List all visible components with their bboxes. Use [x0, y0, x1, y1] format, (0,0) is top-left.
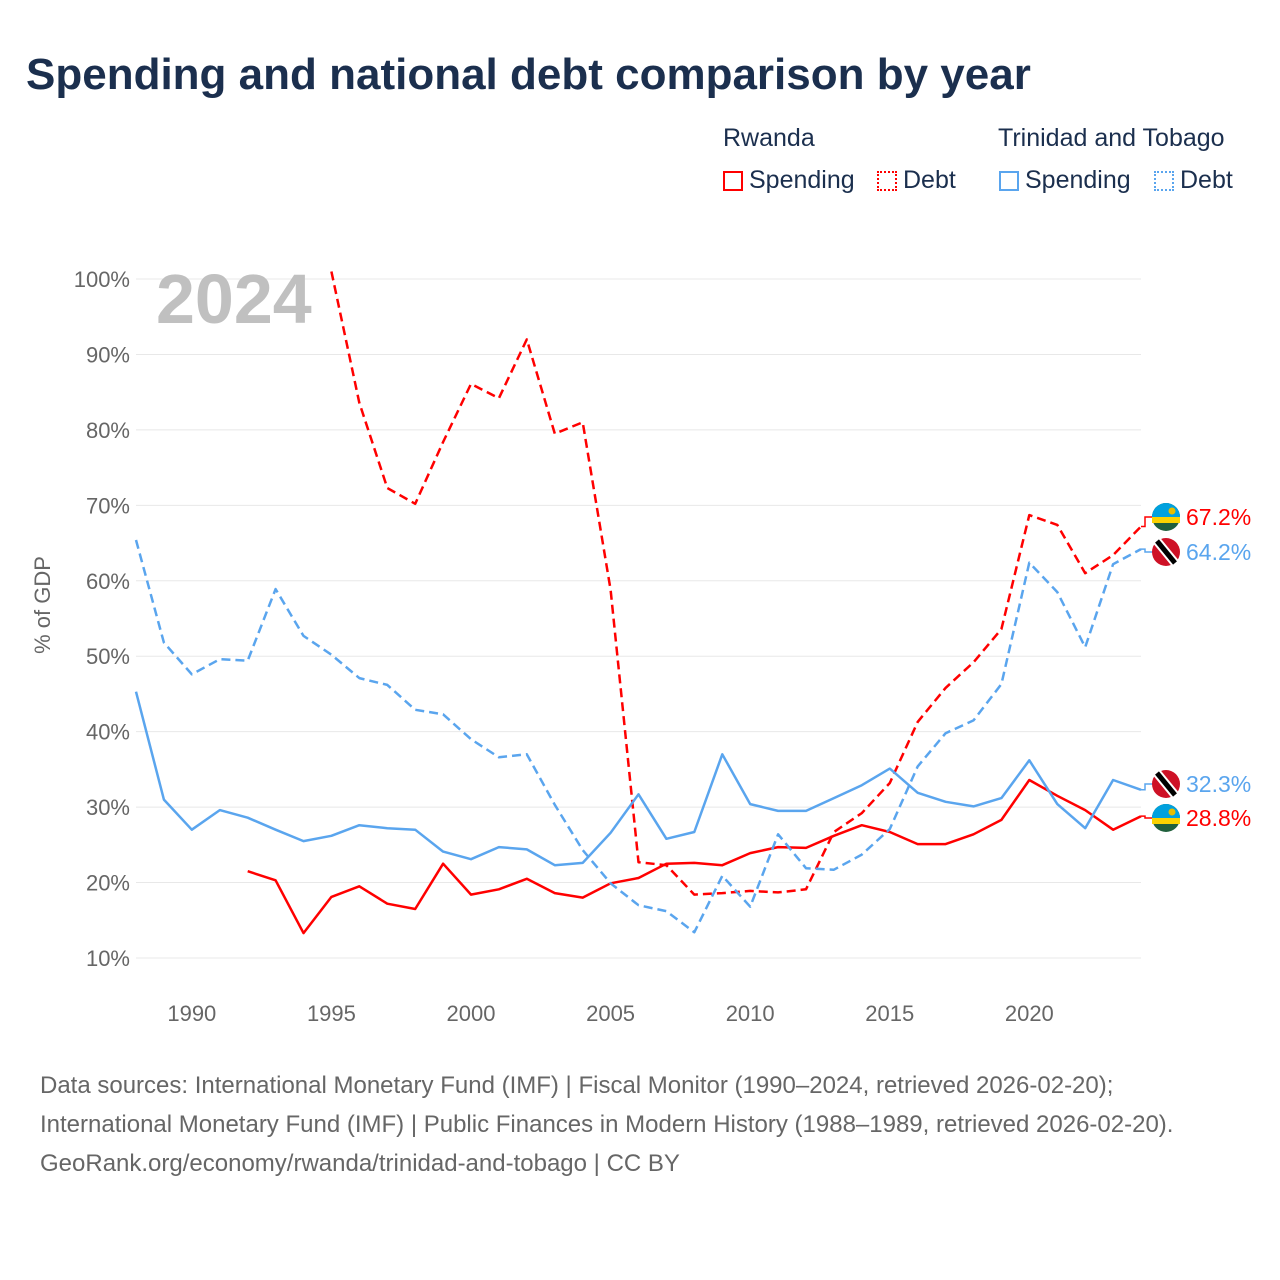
- legend-tt-heading: Trinidad and Tobago: [998, 124, 1225, 152]
- legend-tt-debt[interactable]: Debt: [1154, 166, 1233, 195]
- legend-swatch-dotted: [1154, 170, 1174, 191]
- trinidad-flag-black: [1155, 539, 1177, 565]
- y-tick-label: 70%: [86, 493, 130, 518]
- end-value-label: 64.2%: [1186, 539, 1251, 565]
- year-label: 2024: [156, 260, 312, 338]
- leader-line: [1141, 783, 1153, 791]
- series-line-rwanda-spending: [247, 778, 1142, 935]
- leader-line: [1141, 815, 1153, 819]
- data-sources: Data sources: International Monetary Fun…: [40, 1072, 1174, 1138]
- rwanda-flag-yellow: [1152, 818, 1180, 824]
- legend-label: Debt: [903, 166, 956, 194]
- footer: Data sources: International Monetary Fun…: [40, 1066, 1240, 1183]
- end-value-label: 28.8%: [1186, 805, 1251, 831]
- legend-swatch-solid: [723, 170, 743, 191]
- series-line-trinidad-and-tobago-spending: [134, 691, 1142, 867]
- y-tick-label: 100%: [74, 267, 130, 292]
- x-tick-label: 1995: [307, 1001, 356, 1026]
- chart-title: Spending and national debt comparison by…: [26, 50, 1031, 99]
- trinidad-flag-black: [1155, 771, 1177, 797]
- legend-label: Spending: [749, 166, 855, 194]
- legend-swatch-solid: [999, 170, 1019, 191]
- legend-rwanda-heading: Rwanda: [723, 124, 815, 152]
- x-tick-label: 2000: [447, 1001, 496, 1026]
- y-tick-label: 50%: [86, 644, 130, 669]
- legend-label: Debt: [1180, 166, 1233, 194]
- series-line-trinidad-and-tobago-debt: [134, 539, 1142, 934]
- rwanda-flag-blue: [1152, 503, 1180, 517]
- leader-line: [1141, 516, 1153, 528]
- y-tick-label: 90%: [86, 342, 130, 367]
- credit-link[interactable]: GeoRank.org/economy/rwanda/trinidad-and-…: [40, 1150, 680, 1177]
- y-axis-label: % of GDP: [30, 556, 55, 654]
- y-tick-label: 10%: [86, 946, 130, 971]
- leader-line: [1141, 548, 1153, 553]
- legend-rwanda-debt[interactable]: Debt: [877, 166, 956, 195]
- line-chart: 10% 20% 30% 40% 50% 60% 70% 80% 90% 100% 1990 1995 2…: [30, 260, 1251, 1026]
- rwanda-sun-icon: [1168, 808, 1176, 816]
- x-tick-label: 2015: [865, 1001, 914, 1026]
- x-tick-label: 2005: [586, 1001, 635, 1026]
- legend-label: Spending: [1025, 166, 1131, 194]
- x-tick-label: 2020: [1005, 1001, 1054, 1026]
- legend-tt-spending[interactable]: Spending: [999, 166, 1131, 195]
- rwanda-sun-icon: [1168, 507, 1176, 515]
- x-tick-label: 2010: [726, 1001, 775, 1026]
- rwanda-flag-blue: [1152, 804, 1180, 818]
- y-tick-label: 40%: [86, 720, 130, 745]
- rwanda-flag-yellow: [1152, 517, 1180, 523]
- end-value-label: 67.2%: [1186, 504, 1251, 530]
- legend-swatch-dotted: [877, 170, 897, 191]
- end-value-label: 32.3%: [1186, 771, 1251, 797]
- y-tick-label: 80%: [86, 418, 130, 443]
- y-tick-label: 30%: [86, 795, 130, 820]
- y-tick-label: 60%: [86, 569, 130, 594]
- y-tick-label: 20%: [86, 871, 130, 896]
- legend-rwanda-spending[interactable]: Spending: [723, 166, 855, 195]
- series-line-rwanda-debt: [330, 271, 1142, 896]
- x-tick-label: 1990: [167, 1001, 216, 1026]
